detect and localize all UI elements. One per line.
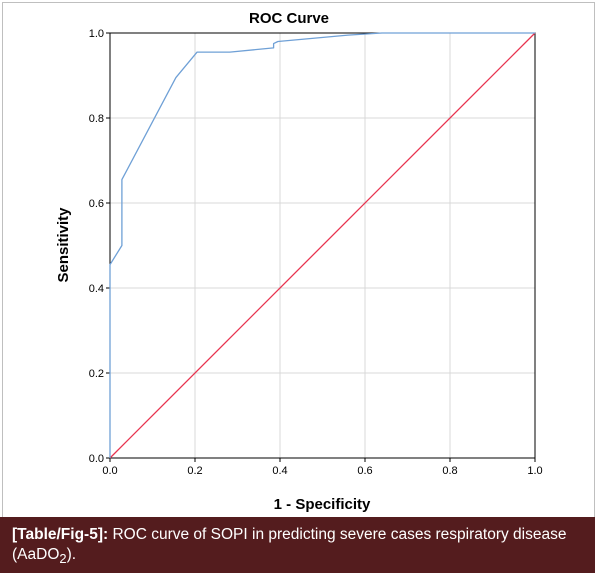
x-tick-label: 0.0 [102, 465, 117, 477]
y-axis-label: Sensitivity [55, 207, 72, 283]
chart-title: ROC Curve [249, 10, 329, 27]
x-tick-label: 0.6 [357, 465, 372, 477]
x-axis-ticks: 0.0 0.2 0.4 0.6 0.8 1.0 [102, 458, 543, 477]
y-tick-label: 0.8 [89, 113, 104, 125]
x-tick-label: 0.8 [442, 465, 457, 477]
x-tick-label: 1.0 [527, 465, 542, 477]
figure-caption: [Table/Fig-5]: ROC curve of SOPI in pred… [0, 517, 595, 573]
roc-chart: ROC Curve 0.0 0.2 0.4 0.6 0.8 1.0 0.00.20.40.… [55, 10, 543, 513]
grid [110, 33, 535, 458]
y-tick-label: 0.4 [89, 283, 104, 295]
x-axis-label: 1 - Specificity [274, 496, 371, 513]
x-tick-label: 0.2 [187, 465, 202, 477]
y-tick-label: 0.0 [89, 453, 104, 465]
roc-curve-line [109, 32, 535, 458]
caption-text: ROC curve of SOPI in predicting severe c… [12, 526, 567, 563]
reference-line [109, 32, 536, 459]
caption-subscript: 2 [59, 551, 67, 567]
series [109, 32, 536, 459]
caption-label: [Table/Fig-5]: [12, 526, 109, 543]
plot-area [109, 32, 536, 459]
y-axis-ticks: 0.0 0.2 0.4 0.6 0.8 1.0 [89, 28, 110, 465]
y-tick-label: 0.2 [89, 368, 104, 380]
y-tick-label: 1.0 [89, 28, 104, 40]
y-tick-label: 0.6 [89, 198, 104, 210]
x-tick-label: 0.4 [272, 465, 287, 477]
caption-text-end: ). [66, 546, 77, 563]
